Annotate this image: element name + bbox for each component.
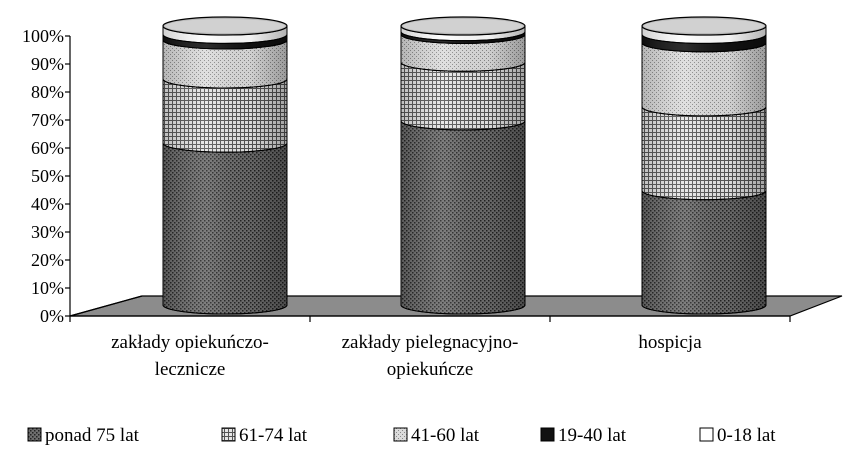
legend-label: 41-60 lat — [411, 425, 480, 446]
bar-stack — [642, 17, 766, 314]
legend-swatch — [28, 428, 41, 441]
legend-swatch — [394, 428, 407, 441]
category-label: lecznicze — [155, 359, 226, 380]
category-label: zakłady pielegnacyjno- — [342, 332, 519, 353]
y-tick-label: 70% — [31, 110, 64, 130]
bar-stack — [401, 17, 525, 314]
bar-top-cap-fill — [403, 19, 523, 33]
legend-swatch — [222, 428, 235, 441]
y-tick-label: 10% — [31, 278, 64, 298]
category-label: hospicja — [638, 332, 702, 353]
y-tick-label: 80% — [31, 82, 64, 102]
legend-item: 0-18 lat — [700, 425, 776, 446]
legend-label: 19-40 lat — [558, 425, 627, 446]
legend-swatch — [541, 428, 554, 441]
y-tick-label: 60% — [31, 138, 64, 158]
legend-label: 61-74 lat — [239, 425, 308, 446]
bar-top-cap-fill — [644, 19, 764, 33]
bars — [163, 17, 766, 314]
y-tick-label: 50% — [31, 166, 64, 186]
legend-label: ponad 75 lat — [45, 425, 140, 446]
legend-item: ponad 75 lat — [28, 425, 140, 446]
category-label: opiekuńcze — [387, 359, 474, 380]
legend-item: 41-60 lat — [394, 425, 480, 446]
bar-stack — [163, 17, 287, 314]
bar-segment-shading — [401, 62, 525, 130]
y-tick-label: 100% — [22, 26, 64, 46]
bar-top-cap-fill — [165, 19, 285, 33]
bar-segment-shading — [642, 43, 766, 116]
bar-segment-shading — [163, 143, 287, 314]
category-label: zakłady opiekuńczo- — [111, 332, 269, 353]
bar-segment-shading — [163, 79, 287, 152]
y-tick-label: 90% — [31, 54, 64, 74]
bar-segment-shading — [642, 107, 766, 200]
y-tick-label: 20% — [31, 250, 64, 270]
legend-item: 61-74 lat — [222, 425, 308, 446]
y-axis-ticks: 0% 10% 20% 30% 40% 50% 60% 70% 80% 90% 100% — [22, 26, 70, 326]
y-tick-label: 40% — [31, 194, 64, 214]
legend-label: 0-18 lat — [717, 425, 776, 446]
bar-segment-shading — [642, 191, 766, 314]
y-tick-label: 0% — [40, 306, 64, 326]
category-labels: zakłady opiekuńczo-lecznicze zakłady piel… — [111, 332, 702, 380]
y-tick-label: 30% — [31, 222, 64, 242]
x-axis-ticks — [70, 316, 790, 322]
legend-swatch — [700, 428, 713, 441]
legend: ponad 75 lat 61-74 lat 41-60 lat 19-40 lat 0… — [28, 425, 776, 446]
legend-item: 19-40 lat — [541, 425, 627, 446]
bar-segment-shading — [401, 121, 525, 314]
